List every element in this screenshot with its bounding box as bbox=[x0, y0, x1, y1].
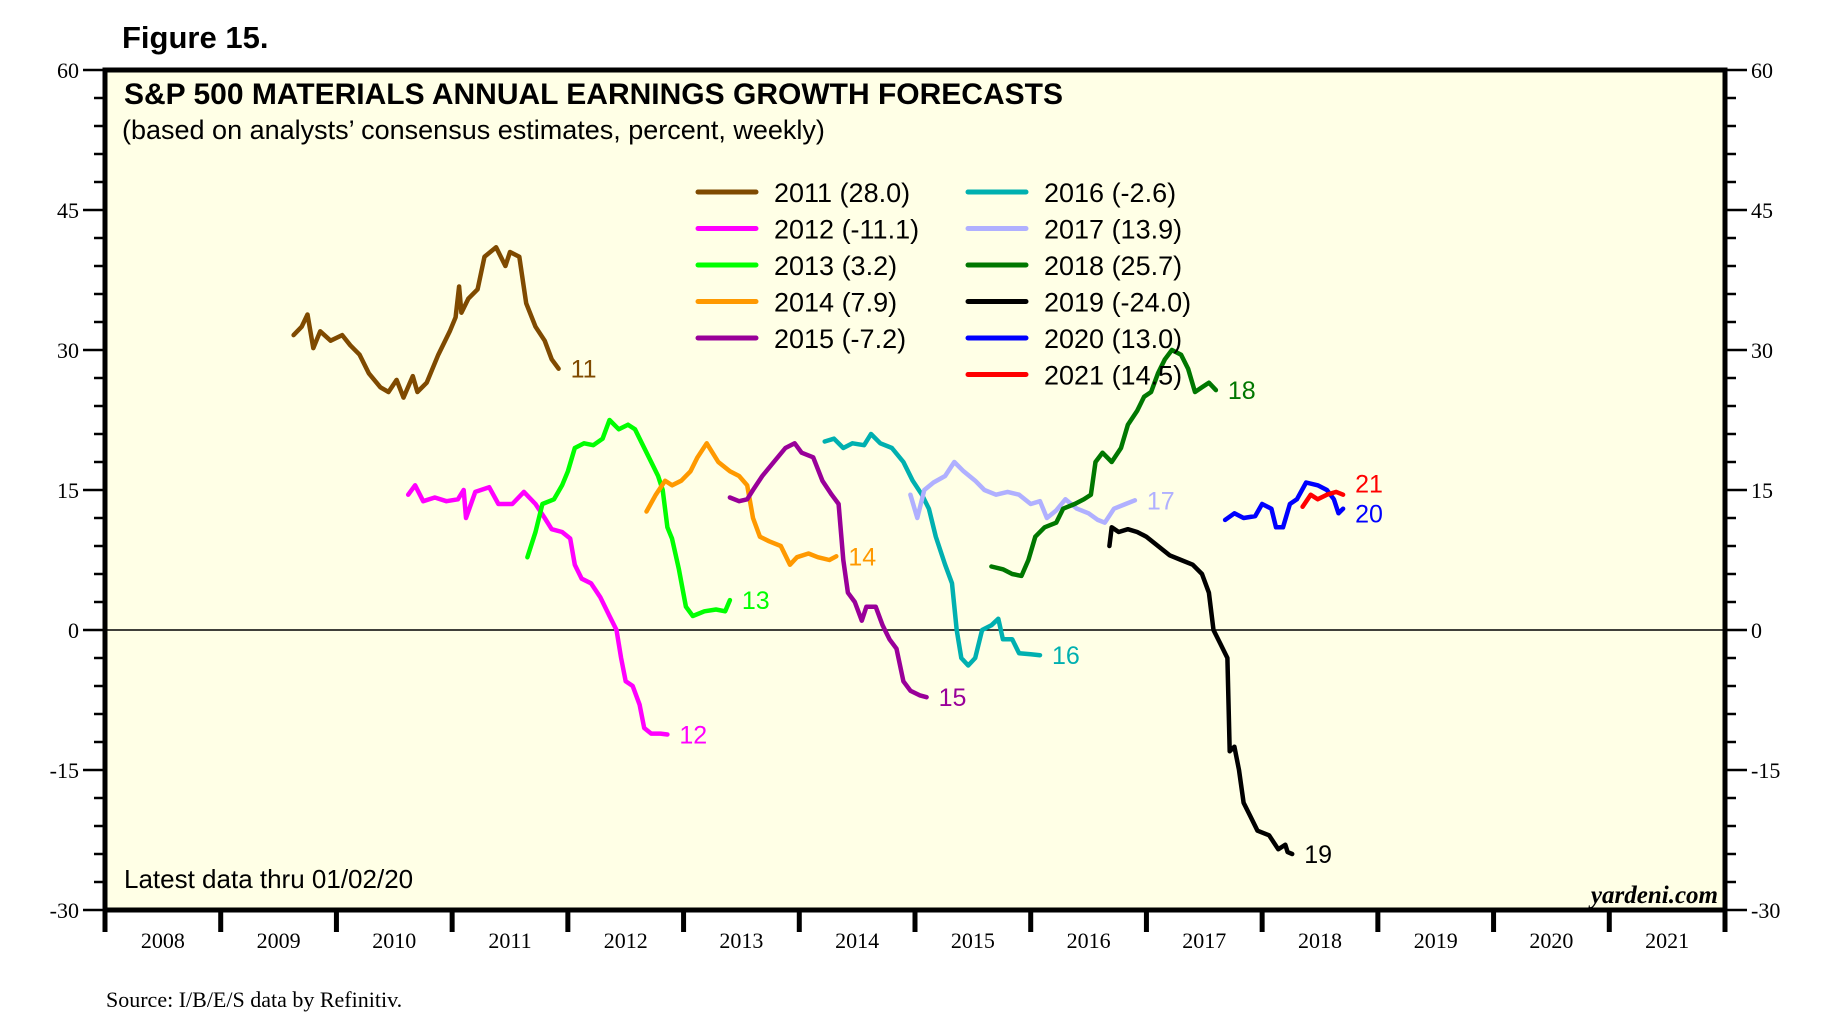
legend-label-18: 2018 (25.7) bbox=[1044, 251, 1182, 281]
x-tick-label: 2013 bbox=[719, 928, 763, 953]
series-line-13 bbox=[525, 417, 733, 619]
series-end-label-16: 16 bbox=[1052, 642, 1080, 670]
x-tick-label: 2009 bbox=[257, 928, 301, 953]
y-tick-label-left: 0 bbox=[68, 618, 79, 643]
legend-label-13: 2013 (3.2) bbox=[774, 251, 897, 281]
series-line-12 bbox=[405, 483, 670, 737]
source-note: Source: I/B/E/S data by Refinitiv. bbox=[106, 987, 402, 1012]
legend-label-19: 2019 (-24.0) bbox=[1044, 288, 1191, 318]
series-end-label-12: 12 bbox=[679, 722, 707, 750]
chart-title: S&P 500 MATERIALS ANNUAL EARNINGS GROWTH… bbox=[124, 78, 1063, 111]
y-tick-label-right: 60 bbox=[1751, 58, 1773, 83]
series-line-21 bbox=[1300, 489, 1346, 510]
series-end-label-21: 21 bbox=[1355, 471, 1383, 499]
y-tick-label-right: 0 bbox=[1751, 618, 1762, 643]
series-line-16 bbox=[822, 431, 1043, 668]
x-tick-label: 2012 bbox=[604, 928, 648, 953]
series-end-label-14: 14 bbox=[848, 543, 876, 571]
y-tick-label-right: 15 bbox=[1751, 478, 1773, 503]
x-tick-label: 2010 bbox=[372, 928, 416, 953]
chart-subtitle: (based on analysts’ consensus estimates,… bbox=[122, 115, 825, 145]
series-end-label-11: 11 bbox=[571, 356, 597, 384]
legend-label-20: 2020 (13.0) bbox=[1044, 324, 1182, 354]
x-tick-label: 2020 bbox=[1529, 928, 1573, 953]
x-tick-label: 2015 bbox=[951, 928, 995, 953]
series-layer: 11 12 13 14 15 16 17 18 19 2021 bbox=[291, 245, 1383, 869]
series-end-label-15: 15 bbox=[939, 684, 967, 712]
series-line-15 bbox=[727, 441, 929, 700]
plot-background bbox=[105, 70, 1725, 910]
legend: 2011 (28.0) 2012 (-11.1) 2013 (3.2) 2014 (7… bbox=[695, 178, 1191, 391]
x-tick-label: 2011 bbox=[488, 928, 531, 953]
x-tick-label: 2014 bbox=[835, 928, 879, 953]
plot-frame bbox=[102, 67, 1728, 913]
y-tick-label-right: 30 bbox=[1751, 338, 1773, 363]
series-line-17 bbox=[908, 459, 1138, 525]
y-tick-label-right: -30 bbox=[1751, 898, 1780, 923]
series-end-label-18: 18 bbox=[1228, 377, 1256, 405]
legend-label-12: 2012 (-11.1) bbox=[774, 215, 919, 245]
y-tick-label-left: 15 bbox=[57, 478, 79, 503]
brand-watermark: yardeni.com bbox=[1588, 882, 1718, 909]
series-end-label-20: 20 bbox=[1355, 501, 1383, 529]
latest-data-note: Latest data thru 01/02/20 bbox=[124, 864, 413, 894]
axis-ticks: -30 -30 -15 -15 0 0 15 15 30 30 45 45 60 60 2008 2009 20… bbox=[50, 58, 1781, 953]
legend-label-15: 2015 (-7.2) bbox=[774, 324, 906, 354]
y-tick-label-right: 45 bbox=[1751, 198, 1773, 223]
legend-label-14: 2014 (7.9) bbox=[774, 288, 897, 318]
x-tick-label: 2018 bbox=[1298, 928, 1342, 953]
x-tick-label: 2016 bbox=[1067, 928, 1111, 953]
legend-label-21: 2021 (14.5) bbox=[1044, 361, 1182, 391]
series-line-19 bbox=[1107, 525, 1295, 857]
series-line-18 bbox=[989, 347, 1219, 579]
y-tick-label-left: -15 bbox=[50, 758, 79, 783]
y-tick-label-left: 45 bbox=[57, 198, 79, 223]
y-tick-label-left: -30 bbox=[50, 898, 79, 923]
series-end-label-19: 19 bbox=[1304, 841, 1332, 869]
legend-label-11: 2011 (28.0) bbox=[774, 178, 910, 208]
x-tick-label: 2017 bbox=[1182, 928, 1226, 953]
series-end-label-17: 17 bbox=[1147, 487, 1175, 515]
series-end-label-13: 13 bbox=[742, 587, 770, 615]
legend-label-17: 2017 (13.9) bbox=[1044, 215, 1182, 245]
x-tick-label: 2019 bbox=[1414, 928, 1458, 953]
series-line-11 bbox=[291, 245, 561, 400]
series-line-14 bbox=[644, 441, 839, 567]
figure-label: Figure 15. bbox=[122, 20, 268, 55]
x-tick-label: 2021 bbox=[1645, 928, 1689, 953]
y-tick-label-left: 60 bbox=[57, 58, 79, 83]
y-tick-label-left: 30 bbox=[57, 338, 79, 363]
y-tick-label-right: -15 bbox=[1751, 758, 1780, 783]
x-tick-label: 2008 bbox=[141, 928, 185, 953]
legend-label-16: 2016 (-2.6) bbox=[1044, 178, 1176, 208]
